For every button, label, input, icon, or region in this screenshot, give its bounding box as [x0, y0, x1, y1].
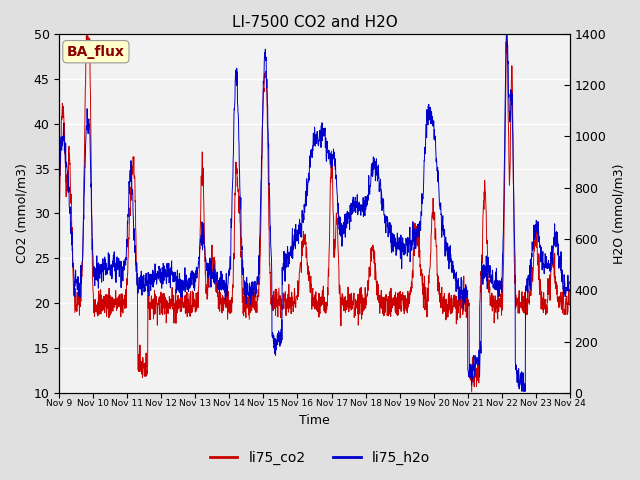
li75_h2o: [566, 279, 573, 285]
li75_h2o: [81, 154, 89, 159]
li75_co2: [304, 271, 312, 277]
li75_co2: [552, 274, 559, 279]
Line: li75_co2: li75_co2: [60, 29, 570, 392]
li75_co2: [81, 84, 89, 90]
Line: li75_h2o: li75_h2o: [60, 21, 570, 392]
li75_co2: [291, 294, 298, 300]
X-axis label: Time: Time: [299, 414, 330, 427]
li75_co2: [458, 305, 465, 311]
li75_h2o: [290, 238, 298, 244]
li75_co2: [468, 389, 476, 395]
li75_co2: [551, 281, 559, 287]
Title: LI-7500 CO2 and H2O: LI-7500 CO2 and H2O: [232, 15, 397, 30]
li75_h2o: [520, 389, 528, 395]
Legend: li75_co2, li75_h2o: li75_co2, li75_h2o: [204, 445, 436, 471]
li75_h2o: [56, 179, 63, 185]
li75_h2o: [552, 234, 559, 240]
li75_co2: [566, 302, 573, 308]
Text: BA_flux: BA_flux: [67, 45, 125, 59]
li75_h2o: [303, 192, 311, 198]
li75_co2: [56, 198, 63, 204]
li75_h2o: [551, 230, 559, 236]
li75_h2o: [458, 275, 465, 280]
Y-axis label: CO2 (mmol/m3): CO2 (mmol/m3): [15, 163, 28, 264]
li75_co2: [83, 26, 91, 32]
li75_h2o: [503, 18, 511, 24]
Y-axis label: H2O (mmol/m3): H2O (mmol/m3): [612, 163, 625, 264]
